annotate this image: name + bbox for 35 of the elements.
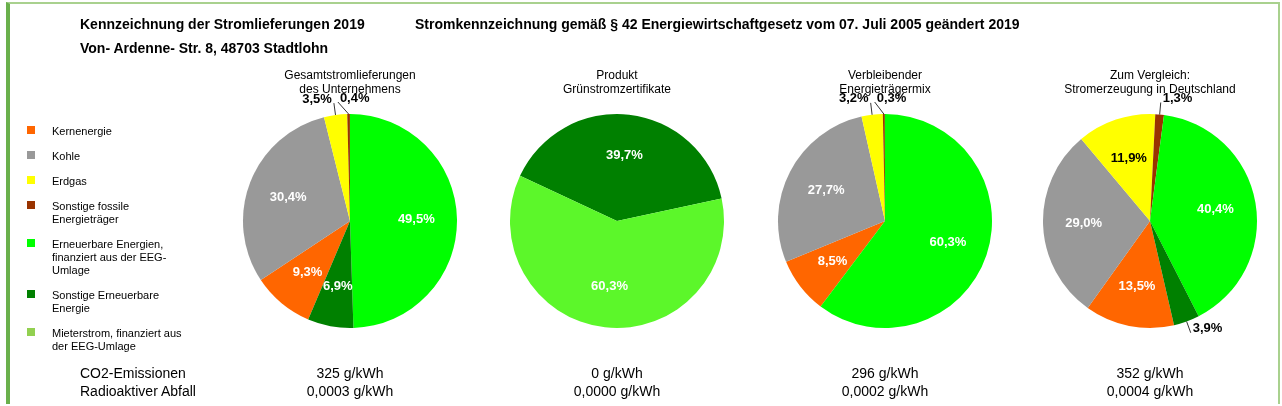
data-label: 9,3% xyxy=(292,263,323,279)
text: 0,0004 g/kWh xyxy=(1105,383,1195,399)
data-label: 11,9% xyxy=(1110,149,1148,165)
text: 0 g/kWh xyxy=(590,365,644,381)
text: 352 g/kWh xyxy=(1115,365,1185,381)
data-label: 60,3% xyxy=(929,233,967,249)
text: Radioaktiver Abfall xyxy=(80,383,196,399)
text: Kennzeichnung der Stromlieferungen 2019 xyxy=(80,16,365,32)
chart-title: Produkt Grünstromzertifikate xyxy=(562,68,672,96)
data-label: 30,4% xyxy=(269,188,308,204)
legend-label: Sonstige Erneuerbare Energie xyxy=(52,289,160,314)
legend-label: Erneuerbare Energien, finanziert aus der EEG-Umlage xyxy=(52,238,167,276)
text: 0,0000 g/kWh xyxy=(572,383,662,399)
legend-label: Kernenergie xyxy=(52,125,112,137)
text: Stromkennzeichnung gemäß § 42 Energiewirtschaftgesetz vom 07. Juli 2005 geändert 2019 xyxy=(415,16,1020,32)
text: 0,0002 g/kWh xyxy=(840,383,930,399)
data-label: 8,5% xyxy=(817,253,848,269)
data-label: 39,7% xyxy=(606,146,644,162)
text: 0,0003 g/kWh xyxy=(305,383,395,399)
data-label: 6,9% xyxy=(323,277,354,293)
text: CO2-Emissionen xyxy=(80,365,186,381)
data-label: 49,5% xyxy=(397,211,436,227)
text: 296 g/kWh xyxy=(850,365,920,381)
data-label: 27,7% xyxy=(807,181,845,197)
data-label: 40,4% xyxy=(1196,201,1235,217)
text: 325 g/kWh xyxy=(315,365,385,381)
legend-label: Mieterstrom, finanziert aus der EEG-Umlage xyxy=(52,327,182,352)
legend-label: Sonstige fossile Energieträger xyxy=(52,200,130,225)
legend-label: Kohle xyxy=(52,150,81,162)
data-label: 3,9% xyxy=(1192,320,1223,336)
data-label: 13,5% xyxy=(1118,277,1156,293)
legend-label: Erdgas xyxy=(52,175,87,187)
text: Von- Ardenne- Str. 8, 48703 Stadtlohn xyxy=(80,40,329,56)
data-label: 60,3% xyxy=(591,278,629,294)
data-label: 29,0% xyxy=(1065,215,1103,231)
